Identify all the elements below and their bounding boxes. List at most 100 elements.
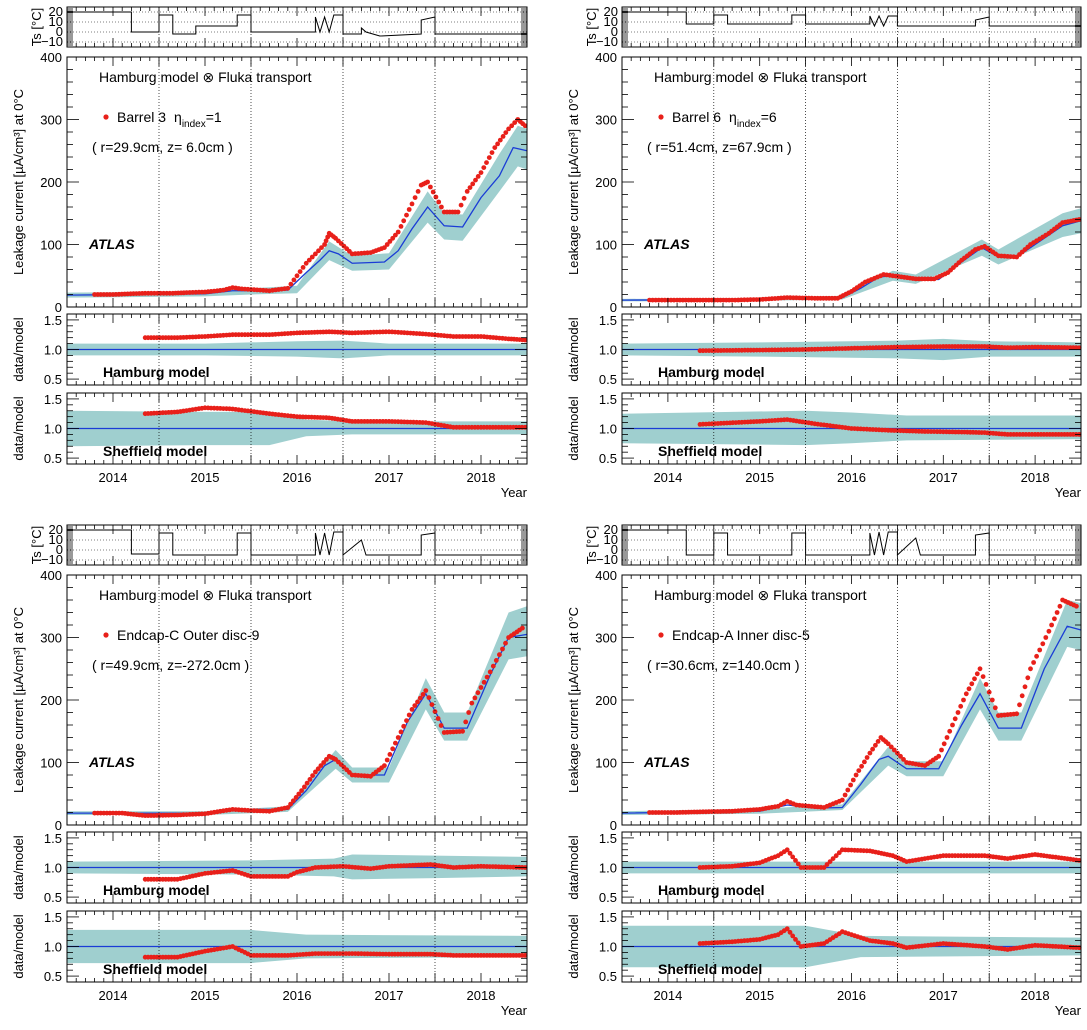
hamburg-ratio-tick-label: 1.0 — [599, 343, 617, 358]
sheffield-ratio-point — [793, 937, 798, 942]
leakage-data-point — [387, 752, 393, 757]
leakage-data-point — [319, 245, 324, 251]
leakage-tick-label: 400 — [595, 50, 617, 65]
leakage-data-point — [472, 695, 478, 701]
sheffield-ratio-tick-label: 1.0 — [44, 422, 62, 437]
leakage-data-point — [839, 797, 845, 803]
hamburg-ratio-axis-title: data/model — [11, 317, 26, 381]
x-year-tick-label: 2015 — [745, 988, 774, 1003]
sheffield-ratio-axis-title: data/model — [566, 396, 581, 460]
leakage-data-point — [1040, 641, 1046, 647]
leakage-tick-label: 0 — [610, 300, 617, 315]
legend-data-marker — [658, 114, 664, 120]
leakage-data-point — [853, 772, 859, 778]
leakage-data-point — [1057, 603, 1063, 609]
leakage-data-point — [845, 787, 851, 793]
leakage-data-point — [481, 679, 487, 685]
leakage-data-point — [461, 195, 467, 201]
x-year-tick-label: 2014 — [653, 988, 682, 1003]
leakage-data-point — [969, 681, 975, 687]
leakage-data-point — [489, 150, 495, 156]
hamburg-ratio-point — [836, 850, 842, 856]
sensor-legend-label: Endcap-C Outer disc-9 — [117, 627, 260, 643]
x-year-tick-label: 2018 — [1021, 988, 1050, 1003]
leakage-tick-label: 0 — [55, 300, 62, 315]
leakage-data-point — [302, 784, 307, 790]
leakage-data-point — [862, 759, 867, 765]
leakage-data-point — [500, 134, 506, 139]
leakage-data-point — [859, 763, 864, 769]
x-year-tick-label: 2018 — [467, 988, 496, 1003]
x-year-tick-label: 2016 — [837, 988, 866, 1003]
temperature-history-line — [67, 529, 527, 557]
leakage-data-point — [316, 248, 321, 254]
leakage-data-point — [952, 716, 958, 722]
leakage-data-point — [972, 676, 977, 682]
hamburg-ratio-point — [821, 865, 827, 870]
temp-tick-label: −10 — [596, 34, 618, 49]
x-year-tick-label: 2015 — [191, 470, 220, 485]
leakage-data-point — [429, 702, 435, 707]
leakage-data-point — [473, 177, 478, 183]
leakage-data-point — [426, 695, 432, 700]
leakage-data-point — [478, 685, 484, 690]
sheffield-ratio-axis-title: data/model — [11, 396, 26, 460]
x-year-tick-label: 2016 — [283, 470, 312, 485]
x-year-tick-label: 2015 — [745, 470, 774, 485]
leakage-data-point — [941, 741, 947, 747]
leakage-data-point — [290, 798, 296, 804]
leakage-data-point — [417, 695, 423, 701]
eta-value: =6 — [761, 109, 777, 125]
leakage-data-point — [898, 753, 903, 759]
leakage-data-point — [285, 285, 291, 291]
leakage-data-point — [493, 658, 499, 663]
chart-panel-3: 20100−1001002003004001.51.51.01.00.50.52… — [11, 522, 528, 1018]
leakage-data-point — [484, 674, 490, 680]
leakage-data-point — [888, 744, 894, 750]
hamburg-ratio-point — [522, 337, 528, 343]
leakage-data-point — [1022, 684, 1028, 690]
atlas-label: ATLAS — [88, 236, 135, 252]
leakage-data-point — [989, 697, 995, 703]
leakage-data-point — [470, 181, 476, 187]
leakage-data-point — [401, 218, 407, 224]
hamburg-ratio-point — [795, 861, 801, 867]
leakage-axis-title: Leakage current [µA/cm³] at 0°C — [566, 89, 581, 275]
leakage-data-point-group — [647, 597, 1079, 815]
leakage-data-point — [974, 671, 980, 677]
temp-tick-label: −10 — [41, 34, 63, 49]
leakage-data-point — [1052, 616, 1057, 622]
hamburg-ratio-point — [790, 854, 796, 860]
leakage-data-point-group — [92, 625, 525, 818]
leakage-data-point — [490, 663, 496, 669]
sheffield-ratio-tick-label: 0.5 — [599, 969, 617, 984]
sheffield-model-label: Sheffield model — [103, 443, 207, 459]
leakage-data-point — [436, 199, 442, 205]
leakage-data-point — [495, 141, 500, 147]
leakage-data-point — [439, 204, 444, 210]
leakage-tick-label: 400 — [40, 568, 62, 583]
leakage-data-point — [1046, 628, 1052, 634]
leakage-tick-label: 100 — [40, 238, 62, 253]
temp-tick-label: 20 — [49, 522, 63, 537]
eta-subscript: index — [182, 119, 206, 130]
sensor-name: Endcap-C Outer disc-9 — [117, 627, 260, 643]
leakage-data-point — [980, 674, 986, 679]
sheffield-model-label: Sheffield model — [103, 961, 207, 977]
sensor-name: Barrel 3 — [117, 109, 166, 125]
eta-symbol: η — [729, 109, 737, 125]
leakage-data-point — [522, 123, 528, 129]
leakage-data-point — [873, 742, 878, 748]
temp-tick-label: 20 — [604, 522, 618, 537]
x-axis-title: Year — [501, 1003, 528, 1018]
temp-tick-label: 10 — [604, 532, 618, 547]
sheffield-ratio-tick-label: 0.5 — [599, 451, 617, 466]
leakage-tick-label: 300 — [40, 113, 62, 128]
temp-tick-label: 0 — [56, 24, 63, 39]
hamburg-ratio-tick-label: 1.0 — [44, 861, 62, 876]
leakage-data-point — [864, 755, 870, 760]
leakage-data-point — [296, 791, 302, 797]
hamburg-ratio-tick-label: 0.5 — [44, 890, 62, 905]
hamburg-ratio-point — [833, 853, 839, 859]
